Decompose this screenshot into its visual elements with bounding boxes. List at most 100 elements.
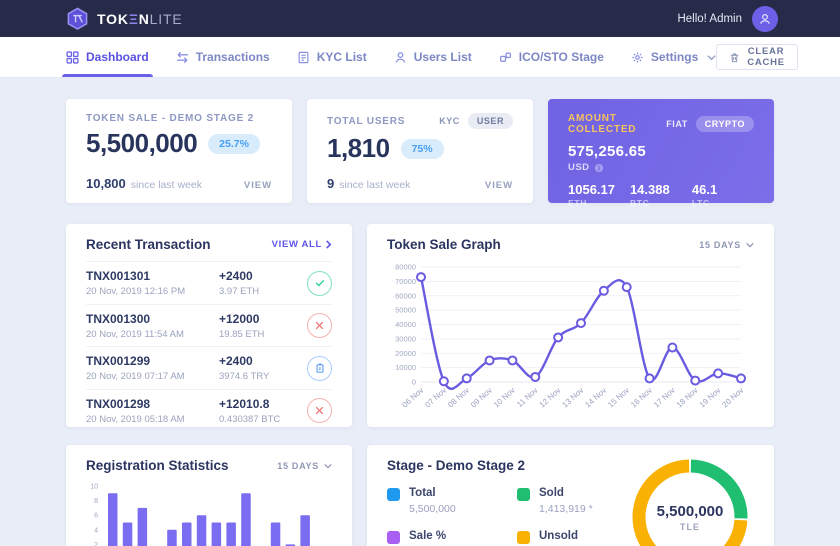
card-title: TOKEN SALE - DEMO STAGE 2 xyxy=(86,113,254,124)
svg-text:19 Nov: 19 Nov xyxy=(698,386,723,410)
svg-text:20000: 20000 xyxy=(395,349,416,358)
svg-text:11 Nov: 11 Nov xyxy=(515,386,539,409)
nav-label: ICO/STO Stage xyxy=(518,50,604,64)
transaction-row[interactable]: TNX001299 20 Nov, 2019 07:17 AM +2400 3974… xyxy=(86,346,332,389)
legend-item-total: Total 5,500,000 xyxy=(387,487,517,515)
kyc-toggle[interactable]: KYC xyxy=(439,116,460,126)
nav-label: Dashboard xyxy=(86,50,149,64)
svg-text:06 Nov: 06 Nov xyxy=(400,386,425,410)
tx-status-approved-icon[interactable] xyxy=(307,270,332,296)
svg-text:10: 10 xyxy=(90,484,98,491)
delta-value: 10,800 xyxy=(86,176,126,191)
nav-label: KYC List xyxy=(316,50,367,64)
tx-status-canceled-icon[interactable] xyxy=(307,313,332,338)
svg-text:4: 4 xyxy=(94,527,98,534)
person-icon xyxy=(394,51,407,64)
delta-value: 9 xyxy=(327,176,335,191)
card-title: Token Sale Graph xyxy=(387,237,501,252)
legend-swatch xyxy=(517,531,530,544)
gear-icon xyxy=(631,51,644,64)
nav-item-users-list[interactable]: Users List xyxy=(394,37,472,77)
fiat-toggle[interactable]: FIAT xyxy=(666,119,688,129)
view-all-link[interactable]: VIEW ALL xyxy=(272,239,332,250)
stage-overview-card: Stage - Demo Stage 2 Total 5,500,000 Sold… xyxy=(367,445,774,546)
donut-total-value: 5,500,000 xyxy=(656,502,724,520)
legend-item-unsold: Unsold4,086,082 xyxy=(517,530,647,546)
range-dropdown[interactable]: 15 DAYS xyxy=(699,240,754,250)
total-users-value: 1,810 xyxy=(327,133,390,163)
person-icon xyxy=(760,13,770,24)
nav-item-settings[interactable]: Settings xyxy=(631,37,716,77)
svg-text:18 Nov: 18 Nov xyxy=(675,386,700,410)
brand-text: TOKΞNLITE xyxy=(97,10,183,27)
token-sale-value: 5,500,000 xyxy=(86,128,198,158)
registration-statistics-card: Registration Statistics 15 DAYS 1086420 xyxy=(66,445,352,546)
nav-item-dashboard[interactable]: Dashboard xyxy=(62,37,153,77)
crypto-toggle[interactable]: CRYPTO xyxy=(695,116,754,132)
stage-donut-chart: 5,500,000 TLE xyxy=(630,457,750,546)
token-sale-line-chart: 0 10000 20000 30000 40000 50000 60000 70000 8000… xyxy=(387,260,754,418)
legend-swatch xyxy=(387,531,400,544)
legend-swatch xyxy=(387,488,400,501)
nav-item-ico-sto-stage[interactable]: ICO/STO Stage xyxy=(499,37,604,77)
legend-swatch xyxy=(517,488,530,501)
user-toggle[interactable]: USER xyxy=(467,113,513,129)
svg-text:07 Nov: 07 Nov xyxy=(423,386,448,410)
svg-text:15 Nov: 15 Nov xyxy=(606,386,631,410)
svg-text:8: 8 xyxy=(94,498,98,505)
tx-status-canceled-icon[interactable] xyxy=(307,398,332,423)
nav-item-kyc-list[interactable]: KYC List xyxy=(297,37,367,77)
card-title: AMOUNT COLLECTED xyxy=(568,113,637,135)
svg-text:60000: 60000 xyxy=(395,291,416,300)
grid-icon xyxy=(66,50,79,64)
view-link[interactable]: VIEW xyxy=(484,180,513,191)
greeting-text: Hello! Admin xyxy=(677,12,742,25)
svg-text:09 Nov: 09 Nov xyxy=(469,386,494,410)
nav-item-transactions[interactable]: Transactions xyxy=(176,37,270,77)
token-sale-card: TOKEN SALE - DEMO STAGE 2 5,500,000 25.7… xyxy=(66,99,292,203)
svg-text:20 Nov: 20 Nov xyxy=(720,386,745,410)
tx-status-pending-icon[interactable] xyxy=(307,355,332,381)
total-users-percent-badge: 75% xyxy=(400,138,444,159)
chevron-down-icon xyxy=(324,463,332,469)
chevron-down-icon xyxy=(707,53,716,62)
svg-text:14 Nov: 14 Nov xyxy=(583,386,608,410)
token-sale-percent-badge: 25.7% xyxy=(208,133,260,154)
registration-bar-chart: 1086420 xyxy=(86,481,332,546)
clear-cache-button[interactable]: CLEAR CACHE xyxy=(716,44,798,70)
svg-text:10000: 10000 xyxy=(395,363,416,372)
transaction-row[interactable]: TNX001298 20 Nov, 2019 05:18 AM +12010.8 0… xyxy=(86,388,332,432)
card-title: Registration Statistics xyxy=(86,458,229,473)
usd-amount: 575,256.65 xyxy=(568,143,647,160)
svg-text:6: 6 xyxy=(94,513,98,520)
delta-note: since last week xyxy=(130,179,202,191)
dashboard-content: TOKEN SALE - DEMO STAGE 2 5,500,000 25.7… xyxy=(0,78,840,546)
crypto-amount-btc: 14.388 BTC xyxy=(629,182,670,208)
total-users-card: TOTAL USERS KYC USER 1,810 75% 9 since l… xyxy=(307,99,533,203)
info-icon[interactable] xyxy=(594,163,604,173)
card-title: Stage - Demo Stage 2 xyxy=(387,458,526,473)
svg-text:17 Nov: 17 Nov xyxy=(652,386,677,410)
main-nav: Dashboard Transactions KYC List Users Li… xyxy=(0,37,840,78)
trash-icon xyxy=(729,52,740,63)
view-link[interactable]: VIEW xyxy=(243,180,272,191)
svg-text:80000: 80000 xyxy=(395,263,416,272)
amount-collected-card: AMOUNT COLLECTED FIAT CRYPTO 575,256.65 … xyxy=(548,99,774,208)
svg-text:12 Nov: 12 Nov xyxy=(538,386,563,410)
topbar: TOKΞNLITE Hello! Admin xyxy=(0,0,840,37)
brand-logo[interactable]: TOKΞNLITE xyxy=(66,7,183,30)
donut-unit-label: TLE xyxy=(679,521,701,532)
transaction-row[interactable]: TNX001300 20 Nov, 2019 11:54 AM +12000 19.… xyxy=(86,303,332,347)
transaction-row[interactable]: TNX001301 20 Nov, 2019 12:16 PM +2400 3.97… xyxy=(86,261,332,304)
card-title: TOTAL USERS xyxy=(327,115,406,127)
svg-text:50000: 50000 xyxy=(395,306,416,315)
legend-item-sale-percent: Sale %25.7% Sold xyxy=(387,530,517,546)
user-avatar[interactable] xyxy=(752,5,778,32)
svg-text:13 Nov: 13 Nov xyxy=(560,386,585,410)
legend-item-sold: Sold 1,413,919 * xyxy=(517,487,647,515)
swap-arrows-icon xyxy=(176,51,189,64)
usd-currency-label: USD xyxy=(568,162,590,173)
nav-label: Transactions xyxy=(195,50,270,64)
range-dropdown[interactable]: 15 DAYS xyxy=(277,461,332,471)
